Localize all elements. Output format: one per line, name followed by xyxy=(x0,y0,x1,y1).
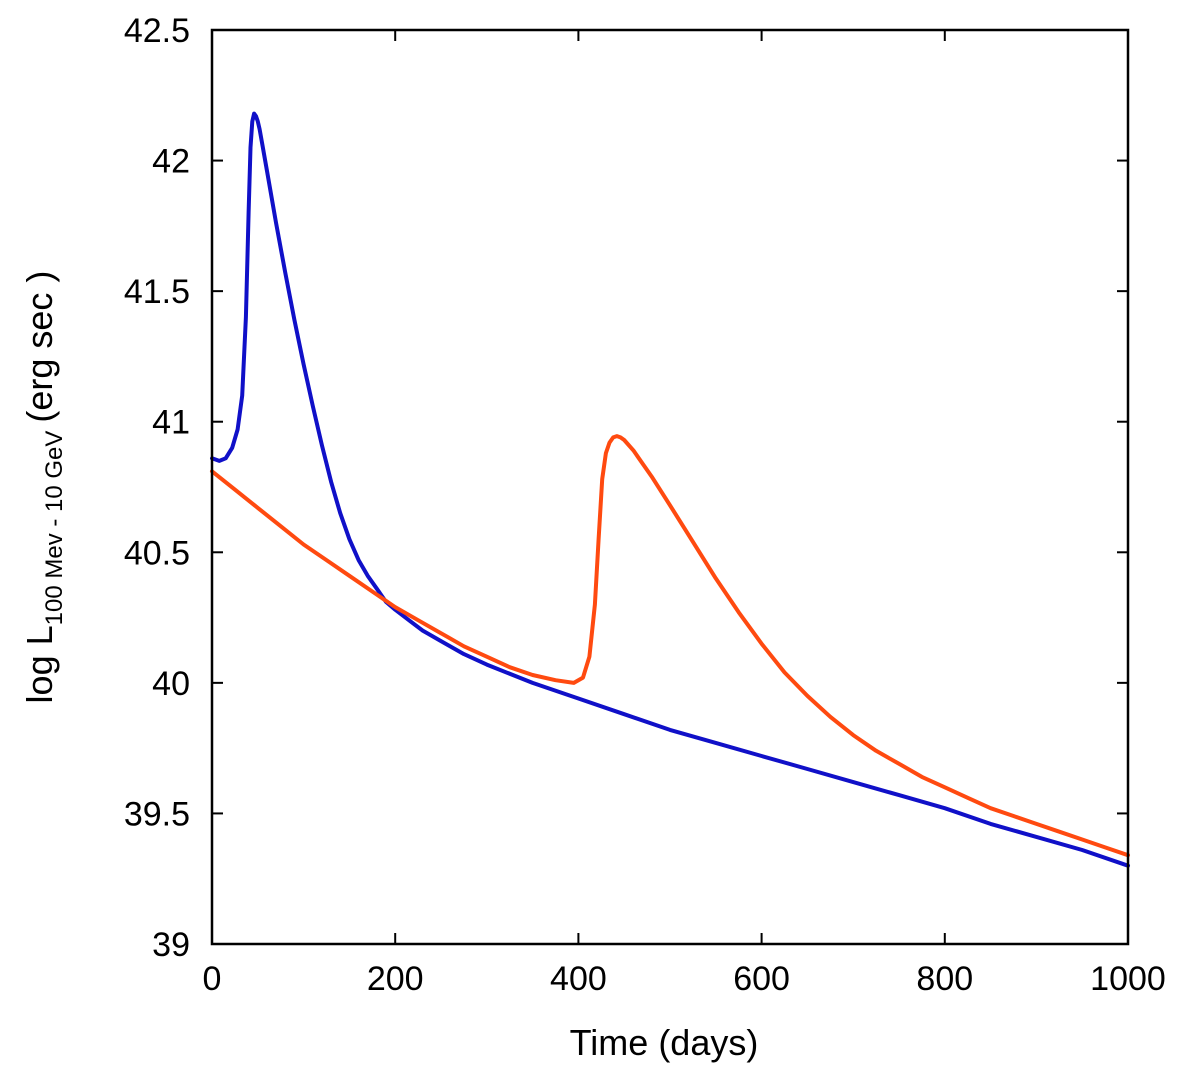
series-line-2 xyxy=(210,434,1130,858)
x-tick-label: 1000 xyxy=(1090,960,1166,998)
y-tick-label: 41.5 xyxy=(124,273,190,311)
x-axis-title: Time (days) xyxy=(570,1022,759,1063)
series-layer xyxy=(210,111,1130,868)
y-tick-label: 40.5 xyxy=(124,534,190,572)
ticks-layer xyxy=(211,29,1129,945)
y-tick-label: 39.5 xyxy=(124,795,190,833)
y-axis-title-unit: (erg sec ) xyxy=(19,271,60,423)
series-line-1 xyxy=(210,111,1130,868)
labels-layer: 0 200 400 600 800 1000 39 39.5 40 40.5 41 41.5 42 42.… xyxy=(124,12,1166,998)
y-tick-label: 39 xyxy=(152,926,190,964)
y-tick-label: 40 xyxy=(152,665,190,703)
y-axis-title: log L100 Mev - 10 GeV (erg sec ) xyxy=(19,271,68,704)
x-tick-label: 600 xyxy=(733,960,790,998)
y-axis-title-main: log L xyxy=(19,625,60,703)
x-tick-label: 400 xyxy=(550,960,607,998)
y-tick-label: 42 xyxy=(152,143,190,181)
x-tick-label: 0 xyxy=(203,960,222,998)
x-tick-label: 800 xyxy=(916,960,973,998)
y-axis-title-subscript: 100 Mev - 10 GeV xyxy=(41,431,68,626)
x-tick-label: 200 xyxy=(367,960,424,998)
plot-frame xyxy=(210,28,1130,946)
y-tick-label: 42.5 xyxy=(124,12,190,50)
y-tick-label: 41 xyxy=(152,404,190,442)
